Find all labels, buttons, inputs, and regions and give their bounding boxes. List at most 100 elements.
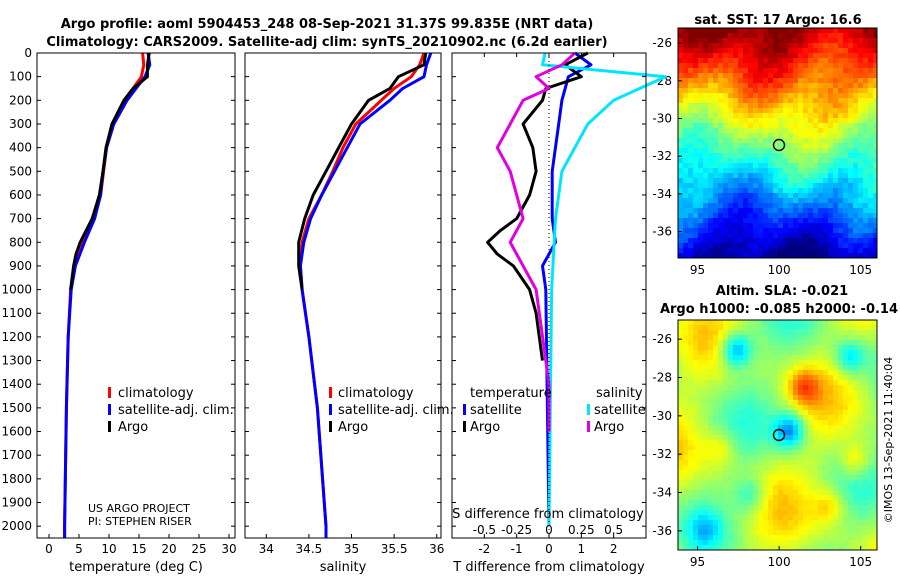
map-cell [743, 243, 749, 249]
map-cell [868, 158, 874, 164]
map-cell [873, 385, 877, 391]
map-cell [828, 143, 834, 149]
map-cell [738, 88, 744, 94]
map-cell [778, 370, 784, 376]
map-cell [688, 395, 694, 401]
map-cell [793, 320, 799, 326]
map-cell [693, 400, 699, 406]
map-cell [778, 193, 784, 199]
map-cell [758, 320, 764, 326]
map-cell [693, 425, 699, 431]
map-cell [718, 415, 724, 421]
map-cell [768, 360, 774, 366]
map-cell [793, 248, 799, 254]
map-cell [843, 33, 849, 39]
map-cell [833, 248, 839, 254]
map-cell [753, 213, 759, 219]
map-cell [678, 520, 684, 526]
map-cell [773, 455, 779, 461]
map-cell [748, 495, 754, 501]
map-cell [773, 380, 779, 386]
map-cell [833, 505, 839, 511]
map-cell [823, 203, 829, 209]
map-cell [783, 465, 789, 471]
map-cell [738, 335, 744, 341]
map-cell [823, 370, 829, 376]
map-cell [838, 410, 844, 416]
map-cell [778, 143, 784, 149]
map-cell [708, 178, 714, 184]
map-cell [763, 390, 769, 396]
map-cell [813, 510, 819, 516]
map-cell [853, 385, 859, 391]
map-cell [733, 545, 739, 550]
map-cell [858, 440, 864, 446]
map-cell [858, 178, 864, 184]
map-cell [728, 228, 734, 234]
map-cell [753, 515, 759, 521]
map-cell [758, 168, 764, 174]
map-cell [713, 38, 719, 44]
map-cell [803, 33, 809, 39]
map-cell [743, 545, 749, 550]
map-cell [813, 88, 819, 94]
map-cell [708, 183, 714, 189]
map-cell [833, 385, 839, 391]
map-cell [713, 53, 719, 59]
map-cell [843, 475, 849, 481]
map-cell [828, 470, 834, 476]
map-cell [868, 380, 874, 386]
map-cell [718, 48, 724, 54]
map-cell [738, 128, 744, 134]
map-cell [753, 218, 759, 224]
map-cell [723, 360, 729, 366]
map-cell [703, 500, 709, 506]
map-cell [793, 223, 799, 229]
map-cell [753, 505, 759, 511]
map-cell [758, 98, 764, 104]
map-cell [703, 68, 709, 74]
map-cell [833, 68, 839, 74]
map-cell [848, 133, 854, 139]
map-cell [718, 540, 724, 546]
map-cell [678, 98, 684, 104]
map-cell [758, 188, 764, 194]
map-cell [678, 198, 684, 204]
map-cell [678, 545, 684, 550]
map-cell [873, 83, 877, 89]
map-cell [758, 440, 764, 446]
map-cell [763, 360, 769, 366]
x-tick-label: 1 [578, 542, 586, 556]
map-cell [823, 500, 829, 506]
map-cell [778, 248, 784, 254]
map-cell [788, 495, 794, 501]
map-cell [843, 38, 849, 44]
map-cell [808, 103, 814, 109]
map-cell [833, 320, 839, 326]
map-cell [818, 98, 824, 104]
map-cell [783, 73, 789, 79]
map-cell [688, 410, 694, 416]
map-cell [723, 355, 729, 361]
map-cell [703, 113, 709, 119]
map-cell [713, 33, 719, 39]
map-cell [808, 495, 814, 501]
map-cell [703, 450, 709, 456]
map-cell [758, 395, 764, 401]
map-cell [808, 128, 814, 134]
map-cell [793, 340, 799, 346]
map-cell [748, 515, 754, 521]
map-cell [778, 128, 784, 134]
map-cell [783, 435, 789, 441]
map-cell [693, 415, 699, 421]
map-cell [728, 395, 734, 401]
map-cell [813, 430, 819, 436]
map-cell [698, 460, 704, 466]
map-cell [763, 73, 769, 79]
map-cell [713, 178, 719, 184]
difference-profile-xlabel: T difference from climatology [452, 560, 645, 575]
map-cell [793, 193, 799, 199]
map-cell [753, 460, 759, 466]
map-cell [688, 530, 694, 536]
y-tick-label: 1700 [1, 448, 32, 462]
